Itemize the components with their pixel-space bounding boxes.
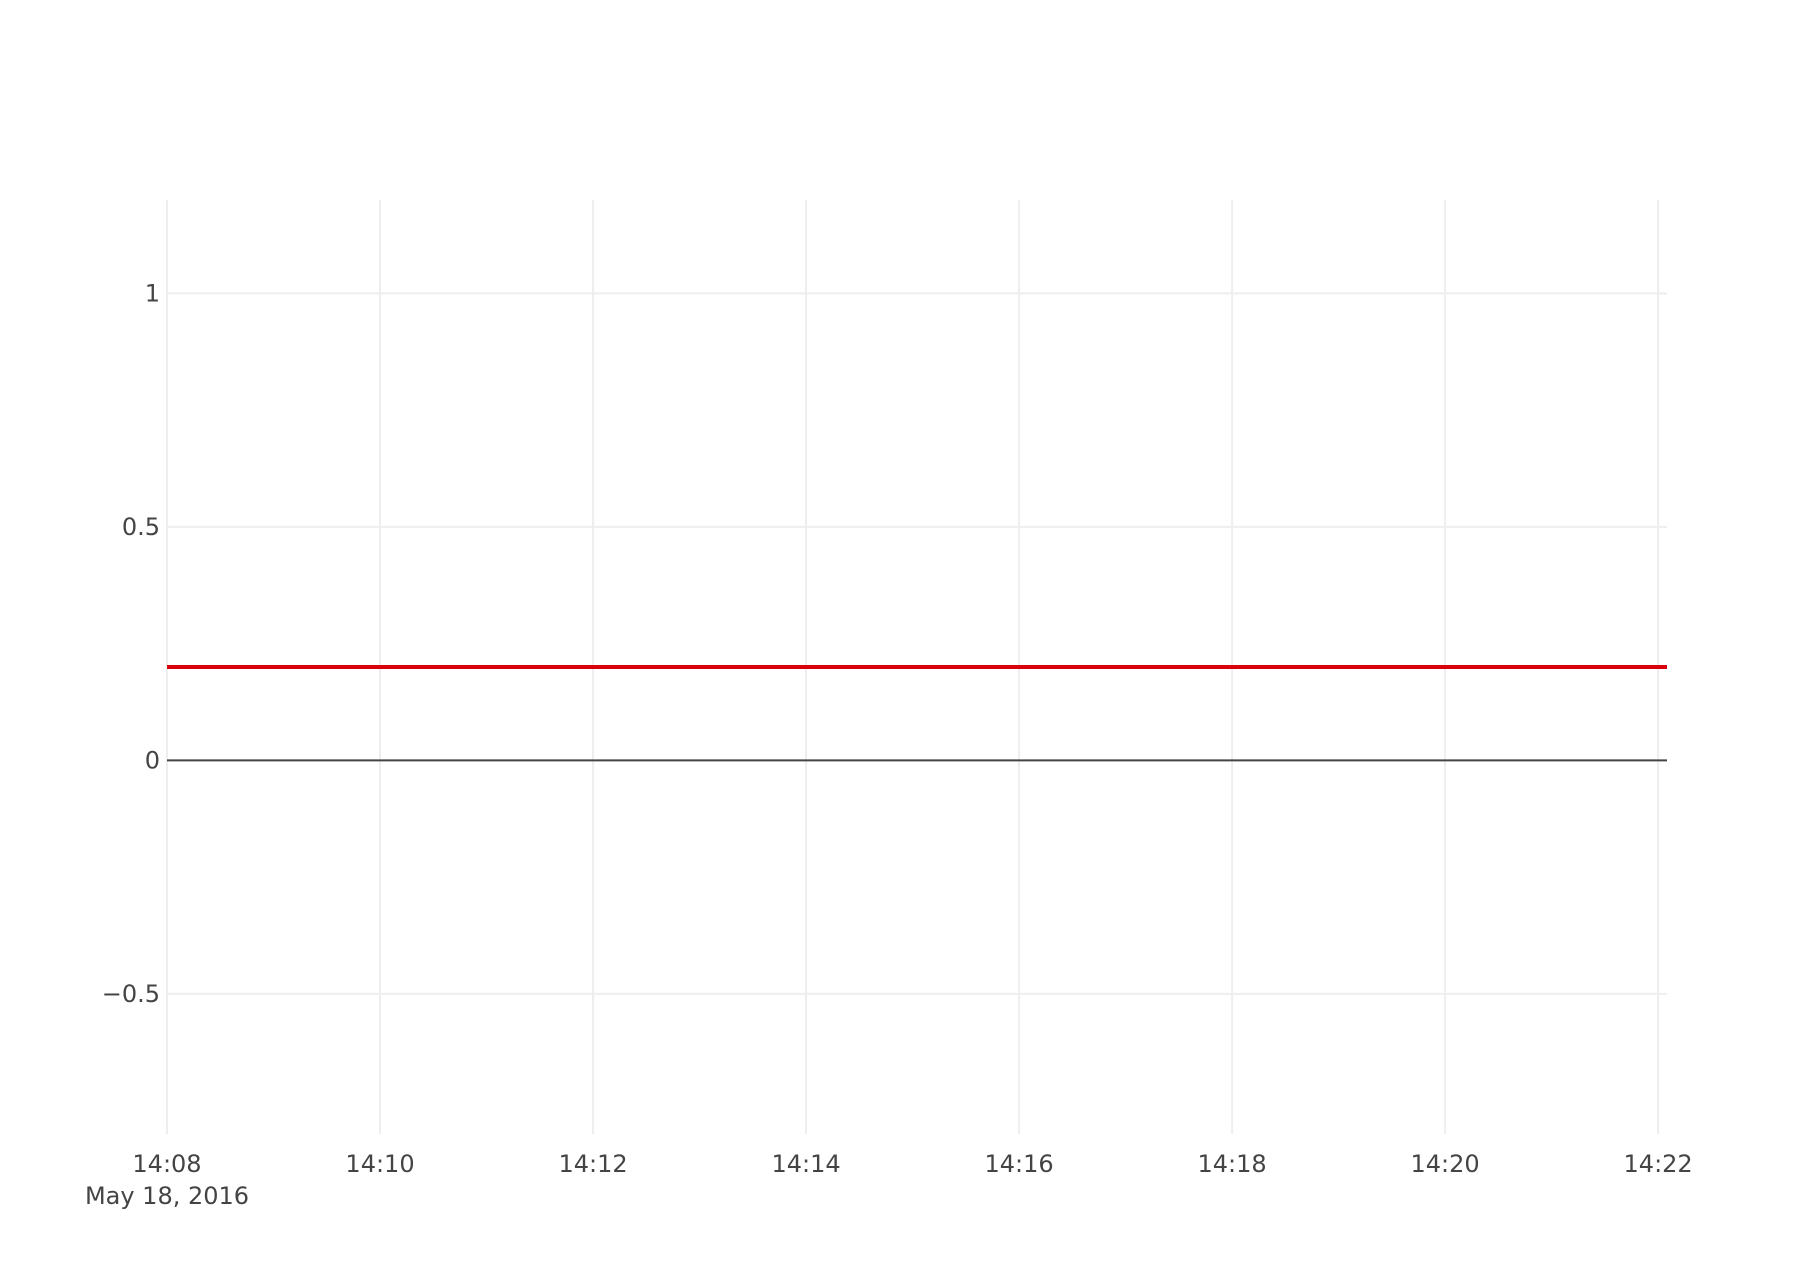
x-tick-label: 14:14 [771, 1150, 840, 1178]
x-tick-label: 14:20 [1411, 1150, 1480, 1178]
y-tick-label: 0 [145, 746, 160, 774]
y-tick-label: 0.5 [122, 513, 160, 541]
x-tick-label: 14:18 [1198, 1150, 1267, 1178]
x-tick-label: 14:08 [132, 1150, 201, 1178]
y-tick-label: 1 [145, 279, 160, 307]
x-axis-date-label: May 18, 2016 [85, 1182, 249, 1210]
x-tick-label: 14:22 [1624, 1150, 1693, 1178]
x-axis-ticks: 14:08 14:10 14:12 14:14 14:16 14:18 14:20 14:22 [132, 1150, 1692, 1178]
x-tick-label: 14:10 [345, 1150, 414, 1178]
x-tick-label: 14:16 [984, 1150, 1053, 1178]
x-tick-label: 14:12 [558, 1150, 627, 1178]
y-axis-ticks: 1 0.5 0 −0.5 [102, 279, 160, 1008]
y-tick-label: −0.5 [102, 980, 160, 1008]
